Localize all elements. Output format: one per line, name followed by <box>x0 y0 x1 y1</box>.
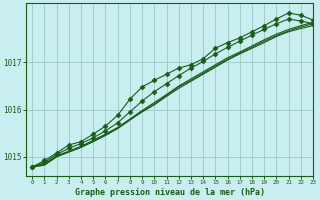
X-axis label: Graphe pression niveau de la mer (hPa): Graphe pression niveau de la mer (hPa) <box>75 188 265 197</box>
